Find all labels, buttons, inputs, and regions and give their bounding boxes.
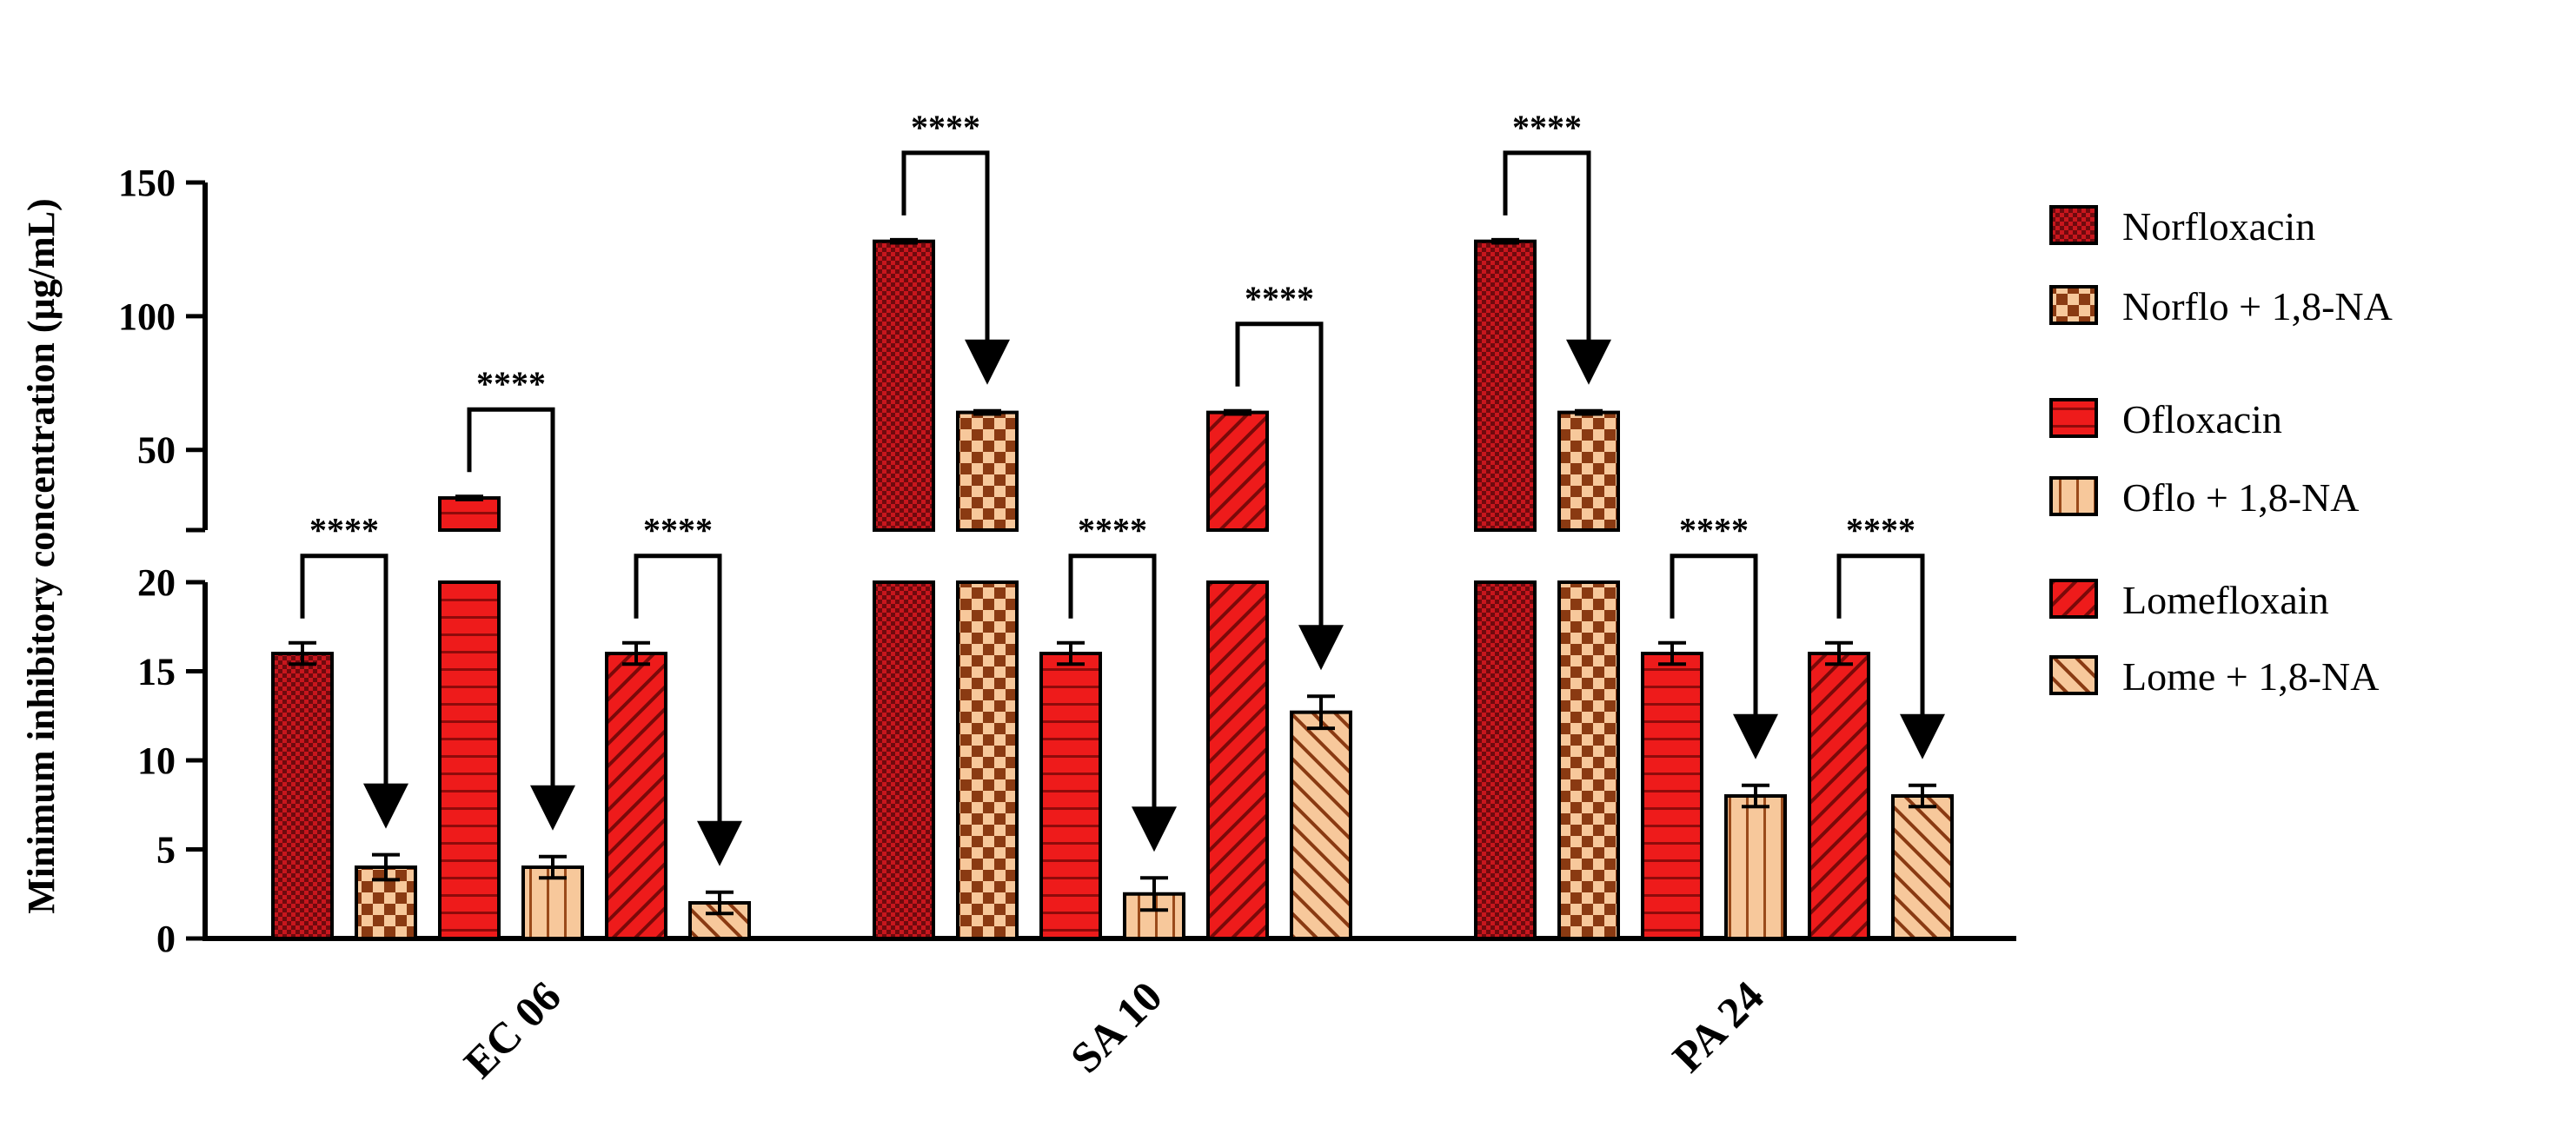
significance-label: **** xyxy=(911,108,980,147)
y-tick-label: 100 xyxy=(118,295,176,338)
significance-label: **** xyxy=(1846,511,1915,550)
significance-arrow xyxy=(363,783,408,829)
bar xyxy=(438,580,501,940)
legend-swatch xyxy=(2049,579,2098,619)
significance-label: **** xyxy=(1679,511,1749,550)
bar xyxy=(1808,652,1870,940)
significance-label: **** xyxy=(476,364,546,403)
significance-arrow xyxy=(1298,625,1344,671)
legend-label: Lomefloxain xyxy=(2122,578,2329,622)
legend: Norfloxacin Norflo + 1,8-NA Ofloxacin Oflo … xyxy=(2049,204,2393,699)
legend-label: Oflo + 1,8-NA xyxy=(2122,475,2360,520)
significance-label: **** xyxy=(1078,511,1147,550)
significance-label: **** xyxy=(1512,108,1582,147)
bar xyxy=(1206,410,1269,532)
bar xyxy=(1724,794,1787,940)
x-category-labels: EC 06 SA 10 PA 24 xyxy=(455,972,1773,1087)
bar xyxy=(271,652,334,940)
y-tick-label: 5 xyxy=(156,829,176,872)
significance-label: **** xyxy=(309,511,379,550)
significance-label: **** xyxy=(1245,279,1314,318)
legend-label: Norflo + 1,8-NA xyxy=(2122,284,2393,328)
legend-swatch xyxy=(2049,398,2098,438)
significance-arrow xyxy=(1900,713,1945,759)
bar xyxy=(1206,580,1269,940)
significance-bracket xyxy=(1068,554,1157,811)
x-category-label: PA 24 xyxy=(1663,972,1772,1081)
bar xyxy=(1474,580,1537,940)
bar xyxy=(1641,652,1703,940)
significance-brackets: **** **** **** **** **** **** **** **** **** xyxy=(300,108,1945,866)
significance-bracket xyxy=(1503,150,1591,343)
legend-swatch xyxy=(2049,476,2098,516)
bar xyxy=(1557,410,1620,532)
error-bars xyxy=(289,237,1936,916)
bar xyxy=(956,410,1019,532)
bar xyxy=(438,496,501,532)
y-tick-label: 50 xyxy=(137,429,176,472)
significance-bracket xyxy=(1235,322,1324,629)
significance-arrow xyxy=(697,820,742,866)
bar xyxy=(605,652,667,940)
legend-label: Lome + 1,8-NA xyxy=(2122,654,2380,699)
bars xyxy=(271,239,1954,941)
bar xyxy=(1290,710,1352,941)
significance-bracket xyxy=(467,407,555,789)
legend-label: Ofloxacin xyxy=(2122,397,2282,441)
legend-swatch xyxy=(2049,655,2098,695)
significance-arrow xyxy=(1566,339,1611,385)
bar xyxy=(873,239,935,532)
y-tick-label: 150 xyxy=(118,162,176,204)
y-tick-label: 20 xyxy=(137,561,176,604)
significance-bracket xyxy=(300,554,388,787)
significance-arrow xyxy=(530,785,575,831)
legend-label: Norfloxacin xyxy=(2122,204,2315,249)
axes: 0 5 10 15 20 50 100 150 xyxy=(118,162,2016,960)
bar xyxy=(1039,652,1102,940)
y-tick-label: 10 xyxy=(137,739,176,782)
bar xyxy=(1891,794,1954,940)
x-category-label: EC 06 xyxy=(455,972,570,1087)
significance-arrow xyxy=(965,339,1010,385)
y-tick-label: 0 xyxy=(156,918,176,960)
significance-bracket xyxy=(1836,554,1925,718)
legend-swatch xyxy=(2049,285,2098,325)
significance-arrow xyxy=(1733,713,1778,759)
x-category-label: SA 10 xyxy=(1061,972,1172,1082)
bar xyxy=(1557,580,1620,940)
significance-bracket xyxy=(901,150,990,343)
significance-bracket xyxy=(634,554,722,825)
y-tick-label: 15 xyxy=(137,651,176,693)
bar xyxy=(873,580,935,940)
significance-bracket xyxy=(1670,554,1758,718)
bar xyxy=(1474,239,1537,532)
significance-label: **** xyxy=(643,511,713,550)
legend-swatch xyxy=(2049,205,2098,245)
significance-arrow xyxy=(1132,806,1177,852)
y-axis-label: Minimum inhibitory concentration (µg/mL) xyxy=(20,198,63,913)
bar xyxy=(956,580,1019,940)
